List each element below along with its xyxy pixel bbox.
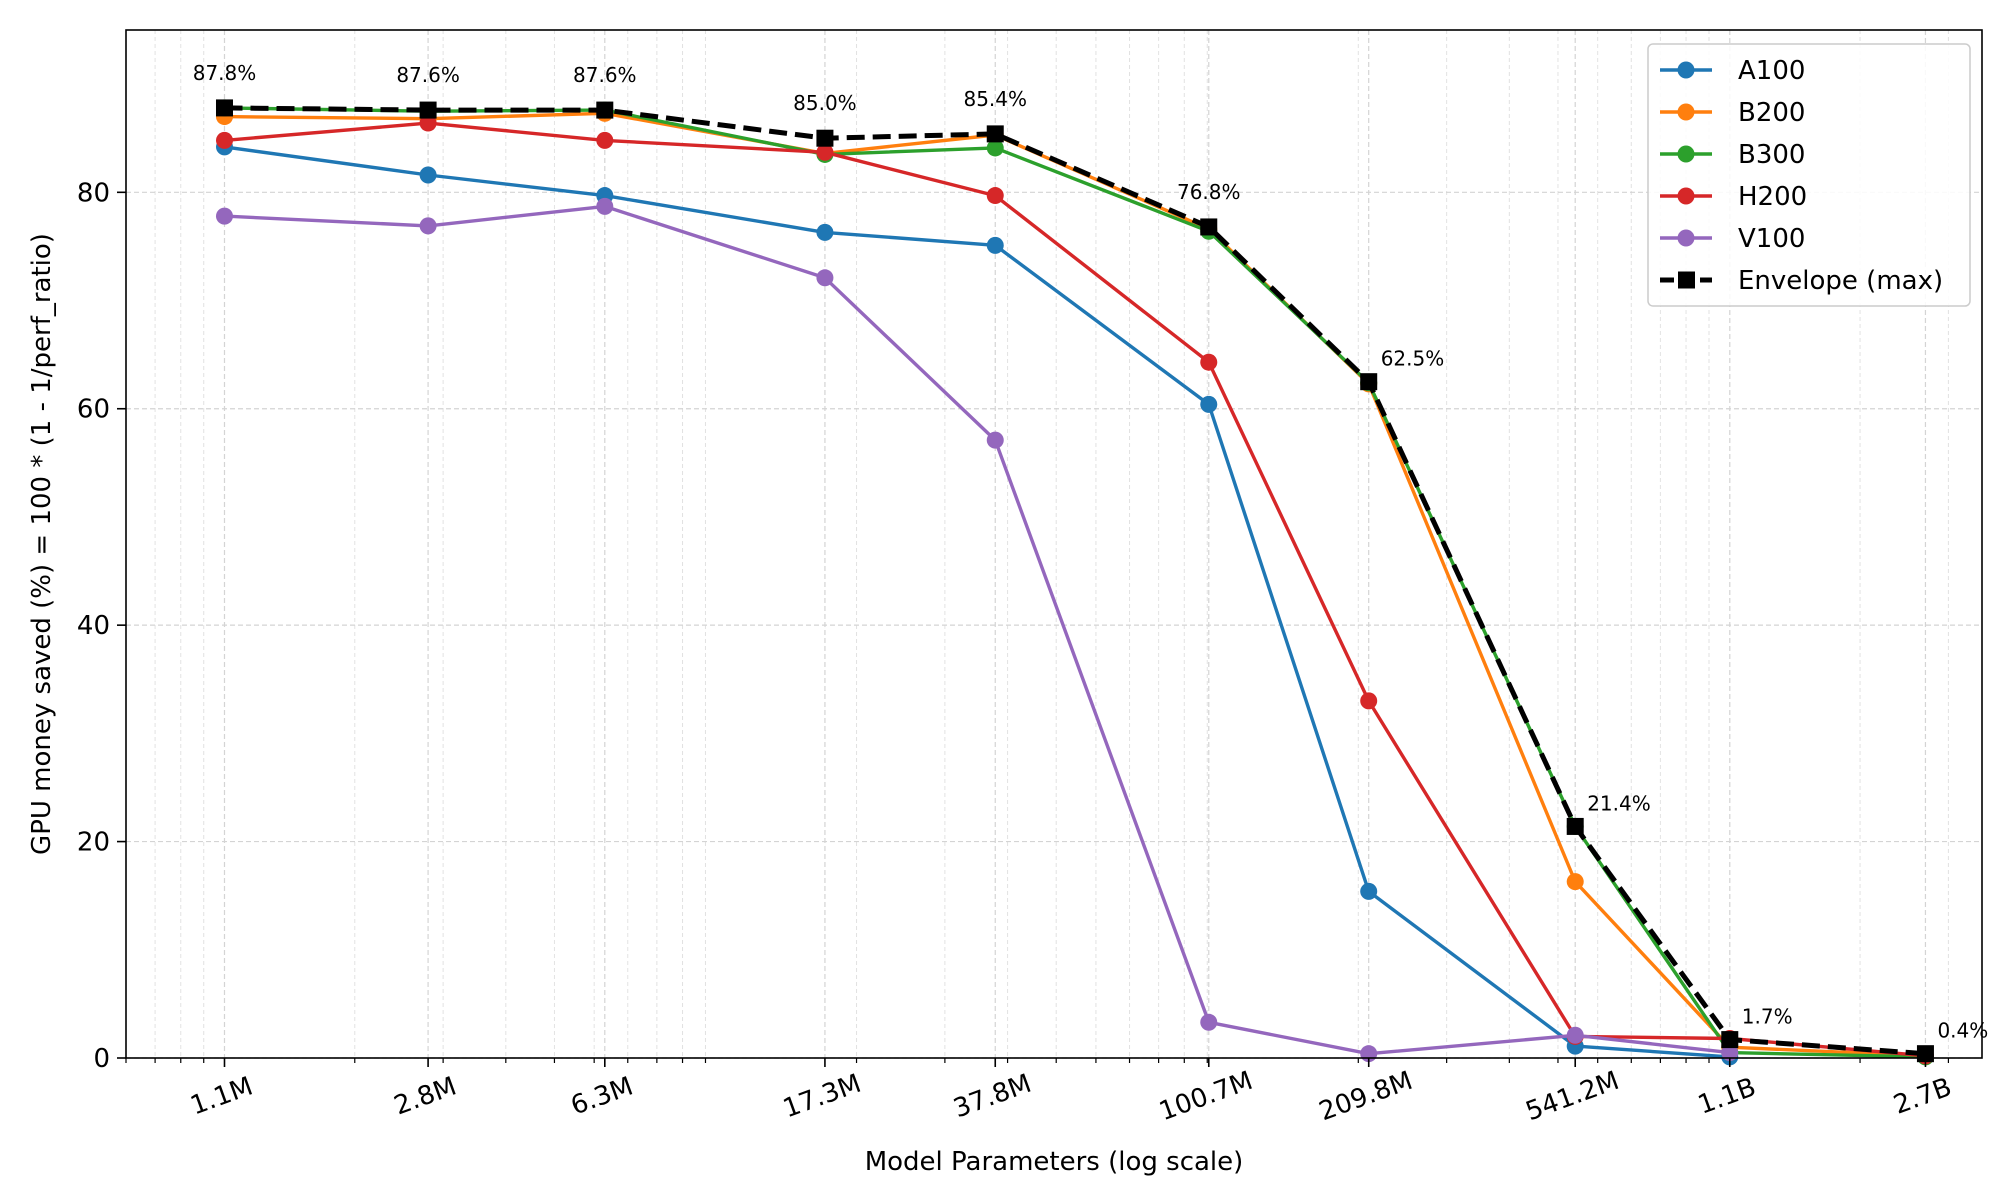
data-point [986,125,1004,143]
legend-swatch-marker [1677,229,1695,247]
series-h200 [215,114,1934,1065]
data-point [419,101,437,119]
data-point [1200,1013,1218,1031]
y-tick-label: 80 [77,178,110,208]
data-point [986,187,1004,205]
data-point [1566,817,1584,835]
data-point [816,143,834,161]
data-label: 1.7% [1742,1005,1793,1029]
data-label: 87.8% [193,61,257,85]
y-axis-label: GPU money saved (%) = 100 * (1 - 1/perf_… [27,233,57,855]
data-label: 62.5% [1381,347,1445,371]
series-v100 [215,197,1739,1063]
data-point [986,431,1004,449]
y-tick-label: 0 [93,1044,110,1074]
series-envelope-max [215,99,1934,1063]
series-layer [215,99,1934,1066]
data-point [419,217,437,235]
legend-box [1647,43,1971,307]
annotations: 87.8% 87.6% 87.6% 85.0% 85.4% 76.8% 62.5% 21.4%… [193,61,1989,1043]
y-tick-label: 40 [77,611,110,641]
plot-area-frame [125,29,1983,1059]
data-point [1200,218,1218,236]
data-point [596,101,614,119]
y-tick-label: 20 [77,828,110,858]
data-label: 87.6% [573,63,637,87]
legend-item: V100 [1660,224,1805,254]
data-point [986,139,1004,157]
data-point [816,223,834,241]
y-tick-label: 60 [77,395,110,425]
data-point [1566,1026,1584,1044]
data-point [215,99,233,117]
legend-swatch-marker [1677,61,1695,79]
legend-label: A100 [1738,56,1805,86]
legend: A100 B200 B300 H200 V100 Envelope (max) [1647,43,1971,307]
data-label: 21.4% [1587,791,1651,815]
legend-item: H200 [1660,182,1807,212]
legend-swatch-marker [1677,187,1695,205]
legend-item: A100 [1660,56,1805,86]
series-line [224,105,1926,1057]
data-label: 85.0% [793,91,857,115]
legend-item: B200 [1660,98,1805,128]
data-point [596,197,614,215]
data-point [1360,373,1378,391]
data-point [419,114,437,132]
legend-label: H200 [1738,182,1807,212]
data-point [1566,873,1584,891]
legend-swatch-marker [1677,145,1695,163]
legend-item: B300 [1660,140,1805,170]
data-point [596,131,614,149]
data-label: 85.4% [963,87,1027,111]
data-label: 0.4% [1937,1019,1988,1043]
legend-label: B300 [1738,140,1805,170]
series-line [224,121,1926,1058]
legend-item: Envelope (max) [1660,266,1943,296]
data-point [215,131,233,149]
data-point [986,236,1004,254]
legend-label: B200 [1738,98,1805,128]
data-point [1360,692,1378,710]
data-point [1200,395,1218,413]
data-point [215,207,233,225]
legend-swatch-marker [1678,271,1695,289]
legend-swatch-marker [1677,103,1695,121]
data-point [419,166,437,184]
data-point [1721,1031,1739,1049]
data-point [816,129,834,147]
data-label: 87.6% [396,63,460,87]
legend-label: V100 [1738,224,1805,254]
data-label: 76.8% [1177,180,1241,204]
data-point [1200,353,1218,371]
data-point [1360,882,1378,900]
legend-label: Envelope (max) [1738,266,1943,296]
x-axis-label: Model Parameters (log scale) [865,1147,1244,1177]
data-point [816,269,834,287]
data-point [1721,1044,1739,1062]
